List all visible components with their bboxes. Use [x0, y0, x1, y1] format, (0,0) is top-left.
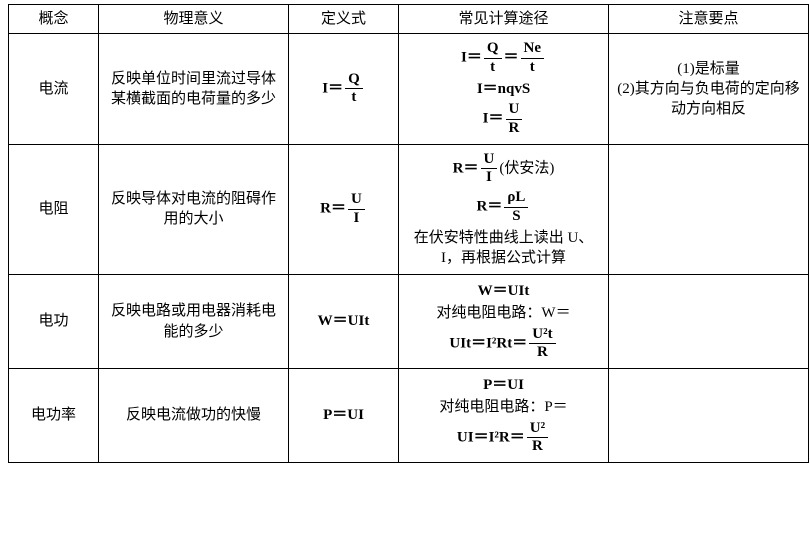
current-calc2: I＝nqvS — [405, 79, 602, 99]
current-def-frac: Qt — [345, 72, 363, 107]
resistance-calc3: 在伏安特性曲线上读出 U、I，再根据公式计算 — [405, 228, 602, 269]
current-calc3-pre: I＝ — [483, 111, 504, 127]
current-definition: I＝Qt — [289, 34, 399, 144]
power-calc: P＝UI 对纯电阻电路：P＝ UI＝I²R＝U²R — [399, 369, 609, 463]
row-power: 电功率 反映电流做功的快慢 P＝UI P＝UI 对纯电阻电路：P＝ UI＝I²R… — [9, 369, 809, 463]
resistance-calc: R＝UI(伏安法) R＝ρLS 在伏安特性曲线上读出 U、I，再根据公式计算 — [399, 144, 609, 275]
physics-concepts-table: 概念 物理意义 定义式 常见计算途径 注意要点 电流 反映单位时间里流过导体某横… — [8, 4, 809, 463]
header-calc: 常见计算途径 — [399, 5, 609, 34]
row-current: 电流 反映单位时间里流过导体某横截面的电荷量的多少 I＝Qt I＝Qt＝Net … — [9, 34, 809, 144]
current-note-1: (1)是标量 — [615, 59, 802, 79]
header-row: 概念 物理意义 定义式 常见计算途径 注意要点 — [9, 5, 809, 34]
resistance-note — [609, 144, 809, 275]
work-calc: W＝UIt 对纯电阻电路：W＝ UIt＝I²Rt＝U²tR — [399, 275, 609, 369]
row-resistance: 电阻 反映导体对电流的阻碍作用的大小 R＝UI R＝UI(伏安法) R＝ρLS … — [9, 144, 809, 275]
current-calc: I＝Qt＝Net I＝nqvS I＝UR — [399, 34, 609, 144]
power-concept: 电功率 — [9, 369, 99, 463]
resistance-meaning: 反映导体对电流的阻碍作用的大小 — [99, 144, 289, 275]
power-meaning: 反映电流做功的快慢 — [99, 369, 289, 463]
resistance-concept: 电阻 — [9, 144, 99, 275]
power-definition: P＝UI — [289, 369, 399, 463]
header-concept: 概念 — [9, 5, 99, 34]
work-meaning: 反映电路或用电器消耗电能的多少 — [99, 275, 289, 369]
power-note — [609, 369, 809, 463]
work-definition: W＝UIt — [289, 275, 399, 369]
row-work: 电功 反映电路或用电器消耗电能的多少 W＝UIt W＝UIt 对纯电阻电路：W＝… — [9, 275, 809, 369]
header-note: 注意要点 — [609, 5, 809, 34]
current-note-2: (2)其方向与负电荷的定向移动方向相反 — [615, 79, 802, 120]
header-meaning: 物理意义 — [99, 5, 289, 34]
header-definition: 定义式 — [289, 5, 399, 34]
current-note: (1)是标量 (2)其方向与负电荷的定向移动方向相反 — [609, 34, 809, 144]
current-calc1-pre: I＝ — [461, 50, 482, 66]
current-def-lhs: I＝ — [322, 80, 343, 96]
current-concept: 电流 — [9, 34, 99, 144]
resistance-definition: R＝UI — [289, 144, 399, 275]
current-meaning: 反映单位时间里流过导体某横截面的电荷量的多少 — [99, 34, 289, 144]
work-note — [609, 275, 809, 369]
work-concept: 电功 — [9, 275, 99, 369]
